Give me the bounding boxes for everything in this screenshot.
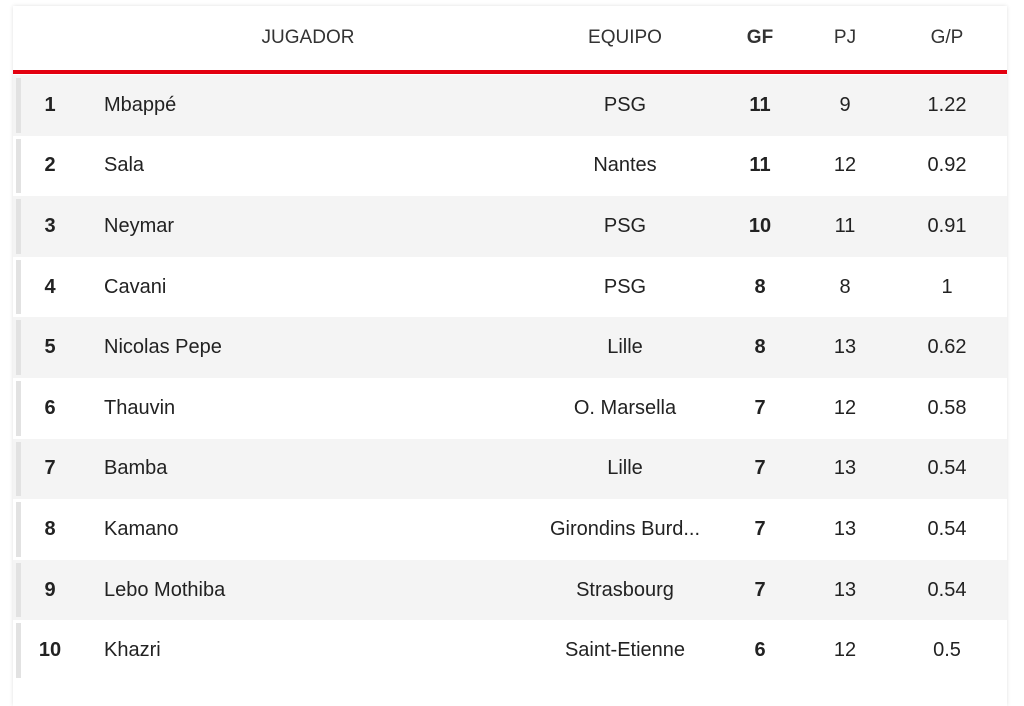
goals-per-game-cell: 0.92 [927,154,967,177]
games-played-cell: 12 [833,154,857,177]
player-cell: Lebo Mothiba [104,578,226,601]
table-row: 8 Kamano Girondins Burd... 7 13 0.54 [13,499,1007,560]
team-cell: Strasbourg [576,578,674,601]
games-played-cell: 9 [839,93,851,116]
team-cell: Lille [607,457,643,480]
row-marker [16,138,21,194]
rank-cell: 10 [38,639,62,662]
header-divider [13,70,1007,74]
goals-cell: 6 [754,639,766,662]
header-games-played[interactable]: PJ [833,26,857,48]
goals-cell: 10 [748,214,772,237]
team-cell: Saint-Etienne [564,639,686,662]
games-played-cell: 12 [833,639,857,662]
rank-cell: 8 [44,517,56,540]
goals-per-game-cell: 0.58 [927,396,967,419]
goals-cell: 11 [749,93,771,116]
goals-cell: 7 [754,578,766,601]
table-body: 1 Mbappé PSG 11 9 1.22 2 Sala Nantes 11 … [13,75,1007,681]
table-row: 7 Bamba Lille 7 13 0.54 [13,438,1007,500]
team-cell: PSG [603,214,647,237]
rank-cell: 6 [44,396,56,419]
row-marker [16,441,21,497]
scorers-table: JUGADOR EQUIPO GF PJ G/P 1 Mbappé PSG 11… [13,6,1007,706]
games-played-cell: 11 [834,214,856,237]
games-played-cell: 13 [833,457,857,480]
player-cell: Mbappé [104,93,177,116]
rank-cell: 9 [44,578,56,601]
team-cell: Nantes [593,154,657,177]
row-marker [16,78,21,133]
player-cell: Neymar [104,214,175,237]
goals-per-game-cell: 0.5 [933,639,961,662]
header-team[interactable]: EQUIPO [588,26,662,48]
player-cell: Khazri [104,639,161,662]
rank-cell: 2 [44,154,56,177]
goals-per-game-cell: 0.54 [927,578,967,601]
games-played-cell: 13 [833,578,857,601]
row-marker [16,502,21,557]
goals-per-game-cell: 0.62 [927,336,967,359]
player-cell: Sala [104,154,145,177]
team-cell: PSG [603,275,647,298]
goals-per-game-cell: 0.54 [927,457,967,480]
games-played-cell: 13 [833,517,857,540]
header-goals[interactable]: GF [746,26,774,48]
rank-cell: 4 [44,275,56,298]
table-header: JUGADOR EQUIPO GF PJ G/P [13,6,1007,69]
row-marker [16,562,21,618]
table-row: 9 Lebo Mothiba Strasbourg 7 13 0.54 [13,559,1007,621]
team-cell: Lille [607,336,643,359]
rank-cell: 1 [44,93,56,116]
team-cell: O. Marsella [573,396,677,419]
header-goals-per-game[interactable]: G/P [930,26,964,48]
goals-cell: 7 [754,517,766,540]
games-played-cell: 8 [839,275,851,298]
rank-cell: 7 [44,457,56,480]
table-row: 5 Nicolas Pepe Lille 8 13 0.62 [13,317,1007,378]
goals-cell: 8 [754,275,766,298]
goals-cell: 7 [754,457,766,480]
player-cell: Cavani [104,275,167,298]
row-marker [16,199,21,254]
player-cell: Kamano [104,517,179,540]
team-cell: Girondins Burd... [549,517,701,540]
row-marker [16,380,21,436]
row-marker [16,259,21,315]
goals-cell: 8 [754,336,766,359]
row-marker [16,623,21,678]
table-row: 6 Thauvin O. Marsella 7 12 0.58 [13,378,1007,439]
player-cell: Nicolas Pepe [104,336,222,359]
player-cell: Bamba [104,457,168,480]
goals-per-game-cell: 1 [941,275,953,298]
team-cell: PSG [603,93,647,116]
player-cell: Thauvin [104,396,176,419]
goals-per-game-cell: 0.54 [927,517,967,540]
goals-per-game-cell: 0.91 [927,214,967,237]
goals-cell: 11 [749,154,771,177]
games-played-cell: 12 [833,396,857,419]
games-played-cell: 13 [833,336,857,359]
table-row: 2 Sala Nantes 11 12 0.92 [13,136,1007,197]
goals-cell: 7 [754,396,766,419]
table-row: 10 Khazri Saint-Etienne 6 12 0.5 [13,620,1007,681]
table-row: 4 Cavani PSG 8 8 1 [13,257,1007,318]
rank-cell: 5 [44,336,56,359]
row-marker [16,320,21,375]
header-player[interactable]: JUGADOR [261,26,355,48]
table-row: 1 Mbappé PSG 11 9 1.22 [13,75,1007,136]
goals-per-game-cell: 1.22 [927,93,967,116]
table-row: 3 Neymar PSG 10 11 0.91 [13,196,1007,257]
rank-cell: 3 [44,214,56,237]
